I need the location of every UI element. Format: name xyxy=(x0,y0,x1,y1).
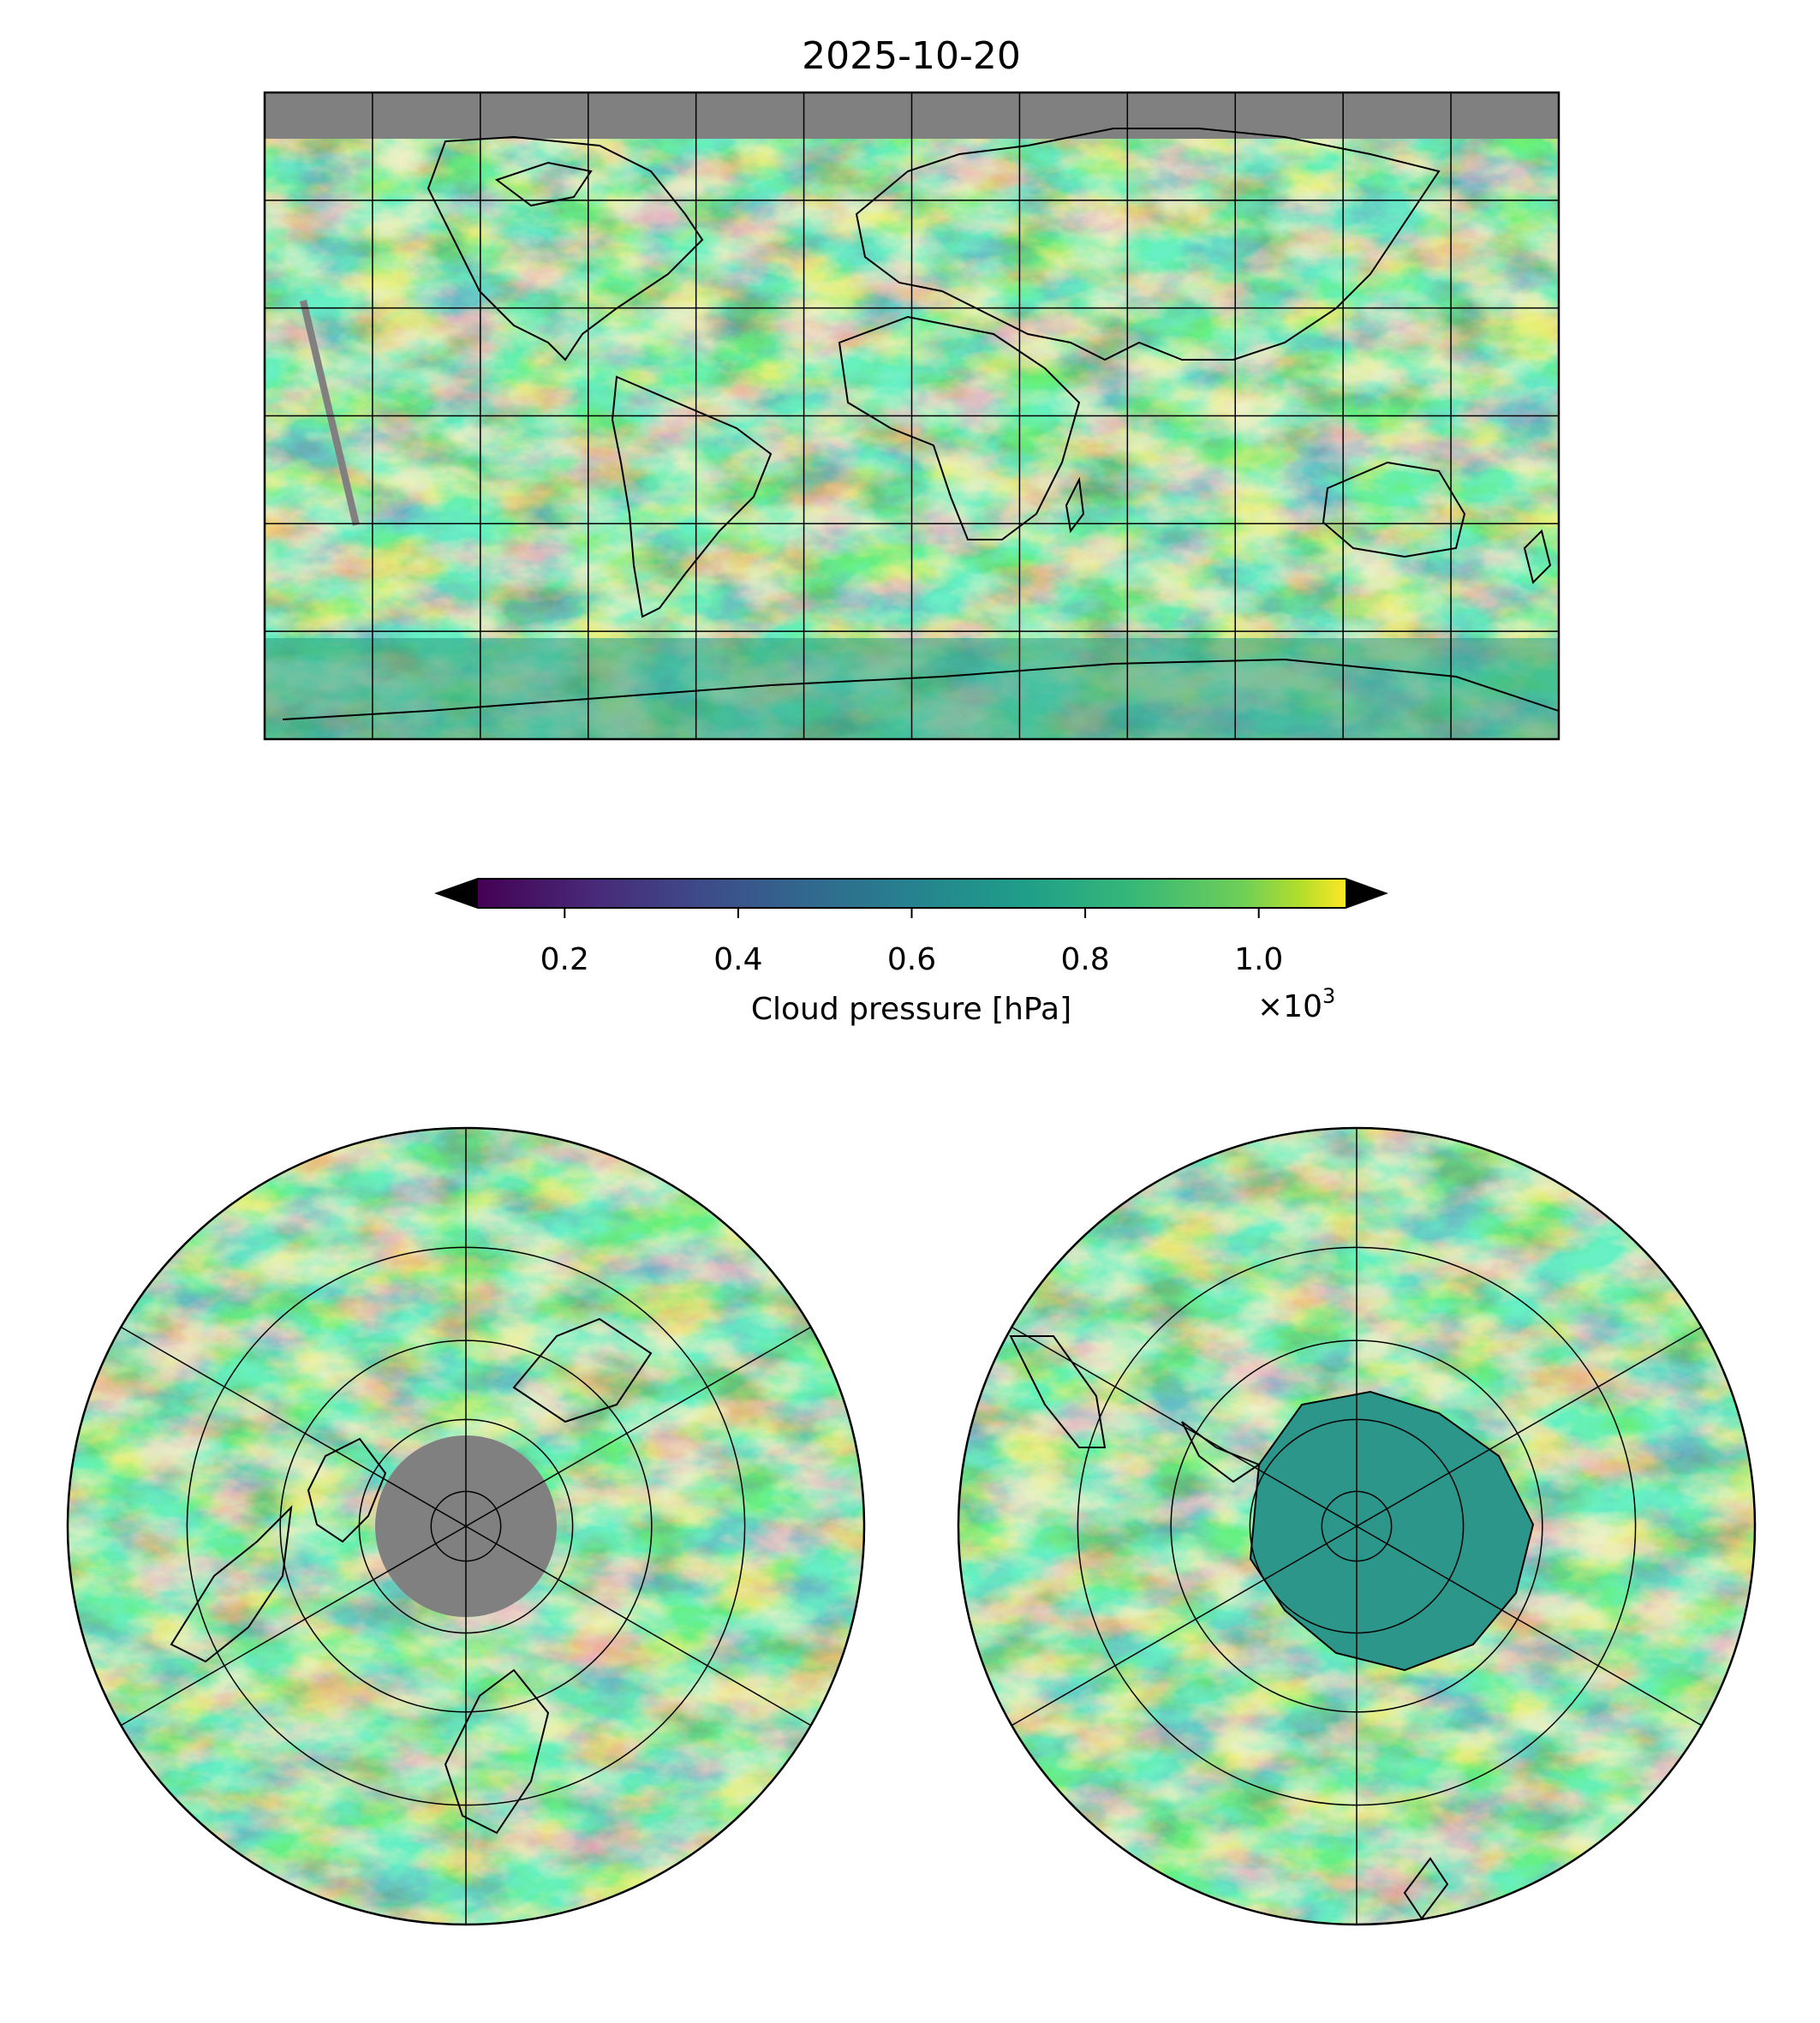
south-gridlines xyxy=(1011,1128,1703,1925)
coast-north-america xyxy=(427,135,704,361)
colorbar-tick-label: 0.6 xyxy=(887,942,936,977)
north-coastlines xyxy=(170,1317,653,1835)
colorbar-outline xyxy=(434,878,1388,909)
north-map-boundary xyxy=(66,1126,866,1926)
coast-siberia xyxy=(512,1317,653,1423)
colorbar-ticks: 0.2 0.4 0.6 0.8 1.0 xyxy=(540,908,1283,977)
coast-new-zealand xyxy=(1523,529,1552,584)
coast-south-america xyxy=(611,375,773,618)
coast-madagascar xyxy=(1065,476,1085,534)
coast-antarctic-peninsula xyxy=(1181,1421,1262,1483)
north-polar-map xyxy=(66,1126,866,1926)
colorbar-offset-base: ×10 xyxy=(1257,989,1322,1024)
global-coastlines xyxy=(282,128,1559,720)
global-gridlines xyxy=(265,92,1559,739)
colorbar-tick-label: 0.8 xyxy=(1060,942,1109,977)
meridian-line xyxy=(465,1525,812,1727)
colorbar-label: Cloud pressure [hPa] xyxy=(751,992,1071,1027)
south-polar-map xyxy=(957,1126,1757,1926)
colorbar: 0.2 0.4 0.6 0.8 1.0 Cloud pressure [hPa]… xyxy=(434,878,1388,1027)
coast-new-zealand-south xyxy=(1403,1857,1449,1920)
satellite-gap-stripe xyxy=(300,300,360,526)
coast-canadian-arctic xyxy=(170,1505,293,1663)
meridian-line xyxy=(1011,1525,1358,1727)
global-map-frame xyxy=(263,91,1560,741)
colorbar-extend-under xyxy=(437,879,478,908)
meridian-line xyxy=(1356,1525,1703,1727)
meridian-line xyxy=(120,1326,467,1527)
colorbar-tick-label: 1.0 xyxy=(1234,942,1283,977)
meridian-line xyxy=(120,1525,467,1727)
south-map-boundary xyxy=(957,1126,1757,1926)
meridian-line xyxy=(1356,1326,1703,1527)
coast-scandinavia xyxy=(444,1668,550,1835)
colorbar-extend-over xyxy=(1346,879,1386,908)
colorbar-tick-label: 0.4 xyxy=(713,942,762,977)
colorbar-gradient xyxy=(478,879,1346,908)
coast-australia xyxy=(1322,461,1466,558)
coast-antarctica-south xyxy=(1249,1390,1535,1672)
coast-greenland xyxy=(307,1437,387,1543)
coast-south-america-tip xyxy=(1009,1335,1107,1448)
meridian-line xyxy=(465,1326,812,1527)
north-gridlines xyxy=(120,1128,812,1925)
chart-title: 2025-10-20 xyxy=(802,34,1021,78)
coast-antarctica xyxy=(282,658,1559,720)
meridian-line xyxy=(1011,1326,1358,1527)
colorbar-tick-label: 0.2 xyxy=(540,942,589,977)
colorbar-offset-exponent: 3 xyxy=(1322,984,1335,1008)
south-coastlines xyxy=(1009,1335,1535,1920)
coast-hudson-bay xyxy=(494,161,593,207)
colorbar-offset-text: ×103 xyxy=(1257,984,1335,1024)
global-map xyxy=(263,91,1560,741)
coast-eurasia xyxy=(855,128,1441,361)
